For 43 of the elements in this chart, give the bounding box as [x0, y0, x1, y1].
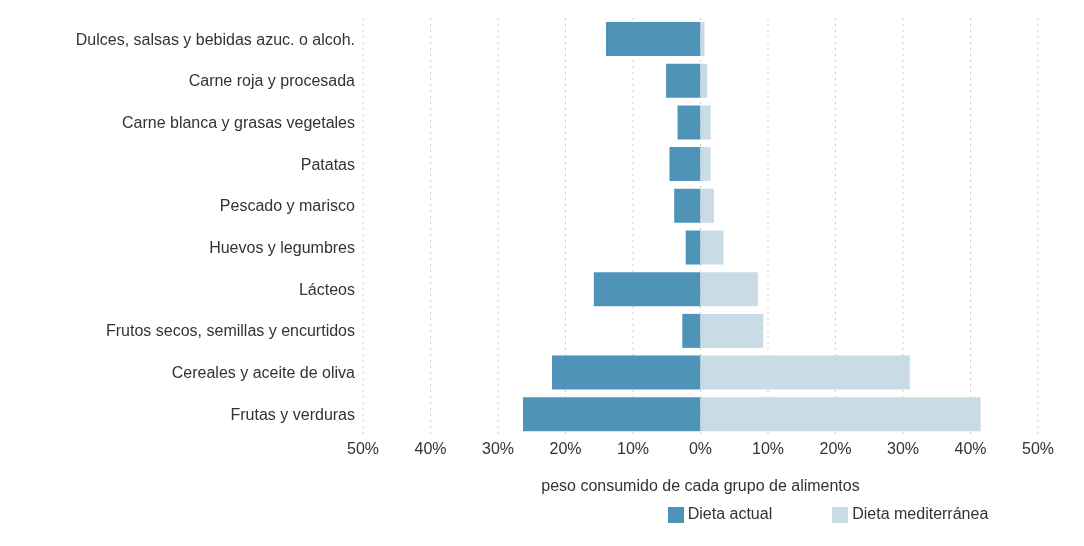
x-tick-label: 20%: [819, 440, 852, 458]
bar: [700, 313, 764, 348]
bar: [666, 63, 701, 98]
y-tick-label: Carne blanca y grasas vegetales: [121, 113, 355, 131]
y-tick-label: Lácteos: [298, 280, 355, 298]
bar: [700, 188, 714, 223]
bar: [606, 22, 701, 56]
bar: [552, 355, 701, 390]
bar: [682, 313, 701, 348]
x-tick-label: 50%: [1021, 440, 1055, 458]
bar: [700, 230, 724, 265]
bar: [674, 188, 701, 223]
x-tick-label: 30%: [886, 440, 920, 458]
bar: [669, 147, 701, 182]
bar: [700, 272, 758, 307]
bar: [700, 147, 711, 182]
legend-label: Dieta actual: [687, 505, 773, 522]
x-tick-label: 50%: [346, 440, 380, 458]
y-tick-label: Dulces, salsas y bebidas azuc. o alcoh.: [75, 30, 355, 48]
y-tick-label: Patatas: [300, 155, 355, 173]
x-tick-label: 30%: [481, 440, 515, 458]
x-tick-label: 20%: [549, 440, 582, 458]
x-tick-label: 10%: [616, 440, 650, 458]
x-tick-label: 10%: [751, 440, 785, 458]
bar: [677, 105, 701, 140]
y-tick-label: Huevos y legumbres: [209, 239, 355, 257]
bar: [685, 230, 701, 265]
y-tick-label: Frutas y verduras: [230, 405, 355, 423]
bar: [700, 397, 981, 432]
y-tick-label: Cereales y aceite de oliva: [171, 364, 356, 382]
x-axis-title: peso consumido de cada grupo de alimentos: [541, 477, 860, 494]
bar: [700, 105, 711, 140]
y-tick-label: Pescado y marisco: [219, 197, 356, 215]
bar: [700, 22, 705, 56]
bar: [522, 397, 701, 432]
x-tick-label: 40%: [954, 440, 987, 458]
bar: [700, 355, 910, 390]
x-tick-label: 0%: [688, 440, 713, 458]
legend-label: Dieta mediterránea: [852, 505, 989, 522]
bar: [593, 272, 701, 307]
y-tick-label: Carne roja y procesada: [188, 72, 356, 90]
y-tick-label: Frutos secos, semillas y encurtidos: [106, 322, 355, 340]
x-tick-label: 40%: [414, 440, 447, 458]
